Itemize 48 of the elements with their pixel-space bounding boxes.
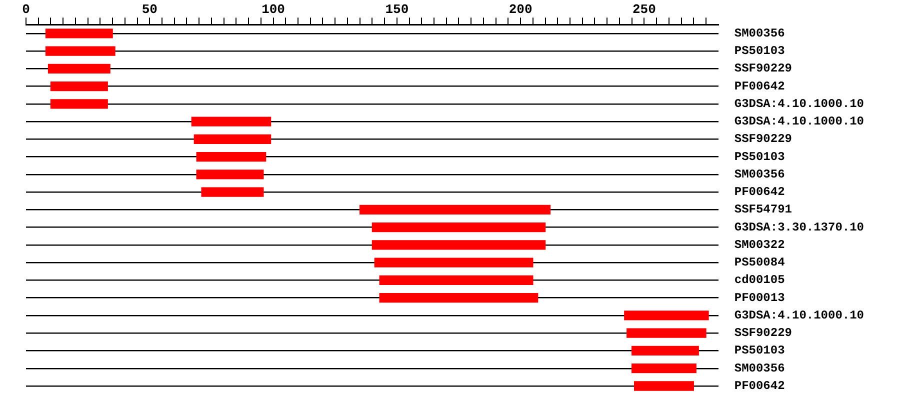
x-tick-label: 100 xyxy=(262,2,286,18)
bar xyxy=(634,381,694,391)
bar xyxy=(372,240,546,250)
bar xyxy=(50,99,108,109)
y-tick-label: SSF90229 xyxy=(734,62,792,76)
x-tick-label: 50 xyxy=(142,2,158,18)
y-tick-label: SM00356 xyxy=(734,26,785,40)
x-tick-label: 150 xyxy=(385,2,409,18)
y-tick-label: SM00356 xyxy=(734,361,785,376)
y-tick-label: SM00322 xyxy=(734,238,785,252)
bar xyxy=(379,275,534,286)
bar xyxy=(48,64,110,74)
bar xyxy=(632,364,696,374)
y-tick-label: PS50084 xyxy=(734,256,785,270)
bar xyxy=(624,310,709,320)
bar xyxy=(196,152,266,162)
y-tick-label: PS50103 xyxy=(734,344,785,358)
bar xyxy=(374,258,534,268)
x-tick-label: 0 xyxy=(22,2,30,18)
y-tick-label: SSF54791 xyxy=(734,202,792,217)
y-tick-label: SSF90229 xyxy=(734,326,792,340)
y-tick-label: G3DSA:4.10.1000.10 xyxy=(734,114,864,129)
y-tick-label: PF00642 xyxy=(734,185,785,200)
bar xyxy=(45,28,113,38)
bar xyxy=(50,81,108,92)
x-tick-label: 200 xyxy=(508,2,532,18)
bar xyxy=(359,204,551,215)
bar xyxy=(632,346,699,356)
bar xyxy=(379,293,538,303)
y-tick-label: cd00105 xyxy=(734,273,785,288)
bar xyxy=(626,328,706,338)
x-tick-label: 250 xyxy=(632,2,656,18)
bar xyxy=(191,116,272,126)
y-tick-label: G3DSA:4.10.1000.10 xyxy=(734,96,864,111)
y-tick-label: PF00642 xyxy=(734,379,785,393)
y-tick-label: PS50103 xyxy=(734,150,785,164)
bar xyxy=(201,187,264,197)
y-tick-label: PS50103 xyxy=(734,44,785,58)
y-tick-label: PF00642 xyxy=(734,79,785,94)
y-tick-label: SSF90229 xyxy=(734,132,792,146)
y-tick-label: PF00013 xyxy=(734,290,785,305)
bar xyxy=(194,134,272,144)
y-tick-label: SM00356 xyxy=(734,167,785,182)
bar xyxy=(196,170,264,180)
bar xyxy=(372,222,546,232)
y-tick-label: G3DSA:3.30.1370.10 xyxy=(734,220,864,234)
bar xyxy=(45,46,116,56)
y-tick-label: G3DSA:4.10.1000.10 xyxy=(734,308,864,322)
